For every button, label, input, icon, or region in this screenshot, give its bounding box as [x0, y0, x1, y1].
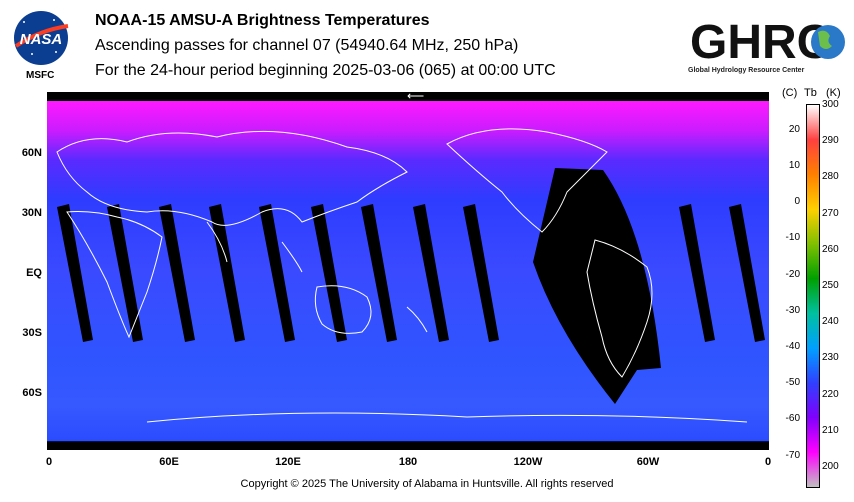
lon-label-120w: 120W [513, 456, 543, 468]
page-title: NOAA-15 AMSU-A Brightness Temperatures [95, 12, 430, 29]
lon-label-60e: 60E [159, 456, 179, 468]
colorbar-kelvin-tick: 290 [822, 135, 839, 147]
ghrc-logo-text: GHRC [690, 16, 831, 69]
colorbar [806, 104, 820, 488]
lon-label-120e: 120E [275, 456, 301, 468]
colorbar-kelvin-tick: 240 [822, 316, 839, 328]
lat-label-60n: 60N [21, 147, 42, 159]
colorbar-celsius-tick: 10 [788, 159, 800, 171]
lon-label-180: 180 [398, 456, 418, 468]
orbit-direction-arrow: ⟵ [407, 92, 424, 103]
brightness-temperature-map: ⟵ [47, 89, 769, 450]
coastlines [56, 128, 748, 423]
colorbar-kelvin-tick: 230 [822, 352, 839, 364]
colorbar-kelvin-tick: 220 [822, 388, 839, 400]
colorbar-kelvin-tick: 250 [822, 280, 839, 291]
colorbar-kelvin-tick: 260 [822, 243, 839, 255]
lon-label-0: 0 [45, 456, 53, 468]
colorbar-celsius-tick: -20 [785, 268, 800, 280]
colorbar-kelvin-tick: 280 [822, 171, 839, 183]
period-line: For the 24-hour period beginning 2025-03… [95, 62, 556, 79]
copyright-footer: Copyright © 2025 The University of Alaba… [240, 478, 614, 490]
ghrc-subtitle: Global Hydrology Resource Center [688, 67, 805, 74]
map-panel: ⟵ [47, 89, 769, 450]
colorbar-kelvin-tick: 270 [822, 207, 839, 219]
colorbar-kelvin-tick: 200 [822, 461, 839, 472]
ghrc-logo-graphic: GHRC Global Hydrology Resource Center [688, 16, 845, 74]
colorbar-celsius-tick: -10 [785, 232, 800, 244]
colorbar-kelvin-tick: 300 [822, 99, 839, 110]
colorbar-celsius-tick: -70 [785, 449, 800, 461]
lon-label-0-right: 0 [764, 456, 772, 468]
colorbar-celsius-tick: -40 [785, 340, 800, 352]
colorbar-header-tb: Tb [804, 87, 817, 99]
page-subtitle: Ascending passes for channel 07 (54940.6… [95, 37, 519, 54]
colorbar-celsius-tick: 20 [788, 123, 800, 135]
colorbar-celsius-tick: -60 [785, 413, 800, 425]
colorbar-kelvin-tick: 210 [822, 424, 839, 436]
nasa-logo: NASA [10, 8, 72, 68]
ghrc-logo: GHRC Global Hydrology Resource Center [688, 8, 848, 78]
colorbar-celsius-tick: 0 [794, 196, 800, 208]
lon-label-60w: 60W [636, 456, 660, 468]
colorbar-celsius-tick: -30 [785, 304, 800, 316]
lat-label-eq: EQ [26, 267, 42, 279]
lat-label-60s: 60S [22, 387, 42, 399]
nasa-meatball-icon: NASA [14, 11, 69, 65]
msfc-label: MSFC [26, 70, 55, 81]
colorbar-header-k: (K) [826, 87, 841, 99]
lat-label-30s: 30S [22, 327, 42, 339]
lat-label-30n: 30N [21, 207, 42, 219]
orbit-gaps [57, 168, 765, 404]
nasa-logo-text: NASA [20, 31, 63, 48]
colorbar-celsius-tick: -50 [785, 377, 800, 389]
colorbar-header-c: (C) [782, 87, 798, 99]
